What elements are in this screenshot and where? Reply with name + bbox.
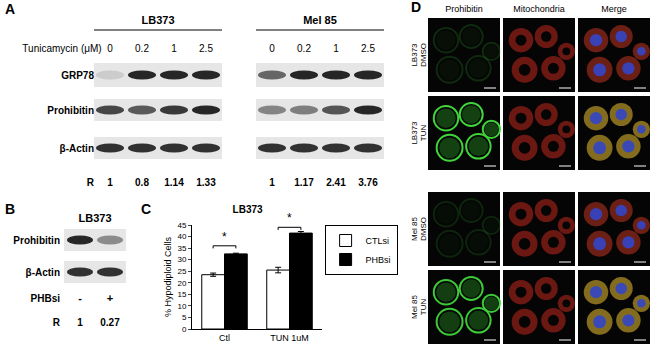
svg-text:Mel 85: Mel 85 <box>410 216 419 241</box>
svg-text:1.14: 1.14 <box>164 177 184 188</box>
svg-text:15: 15 <box>177 290 186 299</box>
svg-text:2.41: 2.41 <box>326 177 346 188</box>
svg-text:C: C <box>141 201 151 217</box>
svg-text:R: R <box>87 177 95 188</box>
svg-text:3.76: 3.76 <box>358 177 378 188</box>
svg-text:A: A <box>5 1 15 17</box>
svg-text:0: 0 <box>269 43 275 54</box>
svg-text:+: + <box>107 292 113 304</box>
svg-text:1: 1 <box>107 177 113 188</box>
svg-text:0: 0 <box>182 325 187 334</box>
svg-text:TUN 1uM: TUN 1uM <box>270 333 309 343</box>
svg-text:LB373: LB373 <box>78 212 111 224</box>
svg-text:0.2: 0.2 <box>135 43 149 54</box>
svg-text:Prohibitin: Prohibitin <box>47 105 94 116</box>
svg-text:LB373: LB373 <box>141 14 174 26</box>
svg-text:B: B <box>5 201 15 217</box>
svg-text:Mitochondria: Mitochondria <box>513 4 565 14</box>
svg-text:25: 25 <box>177 267 186 276</box>
svg-text:R: R <box>53 317 61 328</box>
svg-text:TUN: TUN <box>419 125 428 142</box>
svg-text:PHBsi: PHBsi <box>31 293 61 304</box>
svg-text:2.5: 2.5 <box>199 43 213 54</box>
svg-text:Prohibitin: Prohibitin <box>13 235 60 246</box>
svg-text:45: 45 <box>177 221 186 230</box>
svg-text:0.2: 0.2 <box>297 43 311 54</box>
svg-text:0.8: 0.8 <box>135 177 149 188</box>
svg-text:D: D <box>411 0 421 15</box>
svg-text:LB373: LB373 <box>410 121 419 145</box>
svg-text:Prohibitin: Prohibitin <box>445 4 483 14</box>
svg-text:*: * <box>287 211 292 225</box>
svg-text:LB373: LB373 <box>233 204 263 215</box>
svg-text:TUN: TUN <box>419 299 428 316</box>
svg-text:1: 1 <box>171 43 177 54</box>
svg-text:40: 40 <box>177 232 186 241</box>
svg-text:Ctl: Ctl <box>219 333 230 343</box>
svg-text:1: 1 <box>333 43 339 54</box>
svg-text:LB373: LB373 <box>410 43 419 67</box>
svg-text:CTLsi: CTLsi <box>366 236 390 246</box>
svg-text:PHBsi: PHBsi <box>366 255 391 265</box>
svg-text:β-Actin: β-Actin <box>60 143 94 154</box>
svg-text:1.17: 1.17 <box>294 177 314 188</box>
svg-text:β-Actin: β-Actin <box>26 267 60 278</box>
svg-text:-: - <box>78 292 82 304</box>
svg-text:2.5: 2.5 <box>361 43 375 54</box>
svg-text:Merge: Merge <box>601 4 627 14</box>
svg-text:35: 35 <box>177 244 186 253</box>
svg-text:0: 0 <box>107 43 113 54</box>
svg-text:10: 10 <box>177 302 186 311</box>
svg-text:Tunicamycin (μM): Tunicamycin (μM) <box>22 43 101 54</box>
svg-text:20: 20 <box>177 279 186 288</box>
svg-text:DMSO: DMSO <box>419 43 428 67</box>
svg-text:GRP78: GRP78 <box>61 70 94 81</box>
svg-text:5: 5 <box>182 313 187 322</box>
svg-text:1: 1 <box>269 177 275 188</box>
svg-text:*: * <box>222 230 227 244</box>
svg-text:1: 1 <box>77 317 83 328</box>
svg-text:30: 30 <box>177 255 186 264</box>
svg-text:0.27: 0.27 <box>100 317 120 328</box>
svg-text:1.33: 1.33 <box>196 177 216 188</box>
svg-text:Mel 85: Mel 85 <box>303 14 337 26</box>
svg-text:Mel 85: Mel 85 <box>410 294 419 319</box>
svg-text:% Hypodiploid Cells: % Hypodiploid Cells <box>163 236 173 317</box>
svg-text:DMSO: DMSO <box>419 217 428 241</box>
